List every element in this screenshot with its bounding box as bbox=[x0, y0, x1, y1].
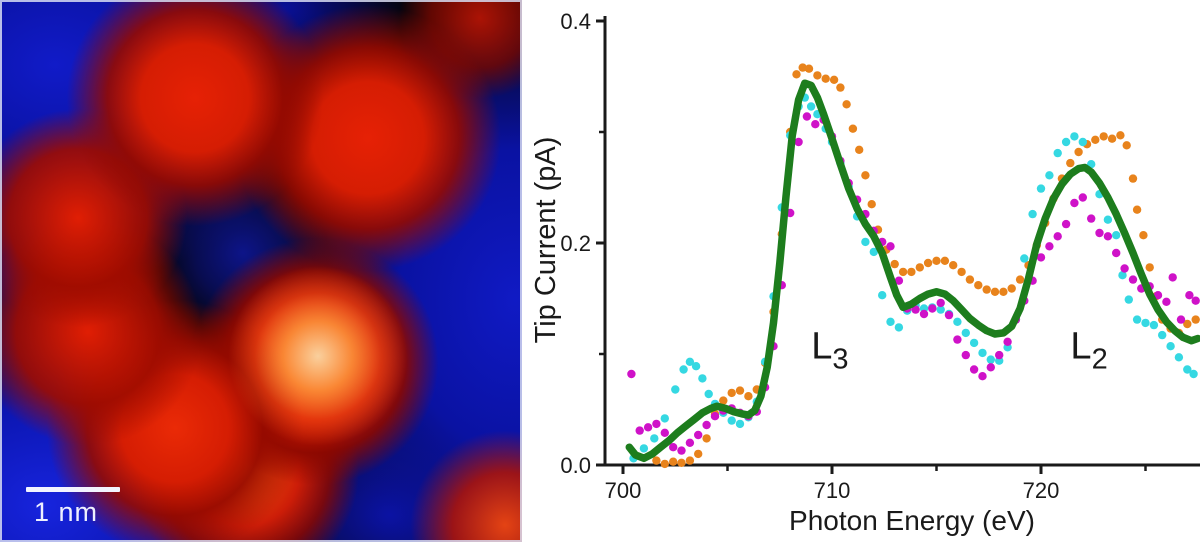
scale-bar-label: 1 nm bbox=[34, 497, 99, 527]
x-tick-label: 710 bbox=[814, 478, 851, 503]
series-spectrum-magenta bbox=[627, 112, 1200, 455]
y-tick-label: 0.0 bbox=[560, 453, 591, 478]
x-tick-label: 720 bbox=[1023, 478, 1060, 503]
x-tick-label: 700 bbox=[605, 478, 642, 503]
edge-label-L2: L2 bbox=[1070, 325, 1107, 375]
x-axis-title: Photon Energy (eV) bbox=[789, 505, 1035, 536]
axes: 0.0 0.2 0.4 700 710 720 bbox=[560, 9, 1200, 503]
scale-bar bbox=[26, 487, 120, 492]
edge-label-L3: L3 bbox=[811, 325, 848, 375]
tip-current-spectra-chart: 0.0 0.2 0.4 700 710 720 Tip Current (pA) Photon… bbox=[530, 9, 1200, 536]
spectra-chart-panel: 0.0 0.2 0.4 700 710 720 Tip Current (pA) Photon… bbox=[522, 0, 1200, 542]
series-average-green bbox=[625, 79, 1200, 463]
y-tick-label: 0.2 bbox=[560, 231, 591, 256]
y-axis-title: Tip Current (pA) bbox=[530, 137, 562, 344]
stm-image-panel: 1 nm bbox=[0, 0, 522, 542]
y-tick-label: 0.4 bbox=[560, 9, 591, 34]
